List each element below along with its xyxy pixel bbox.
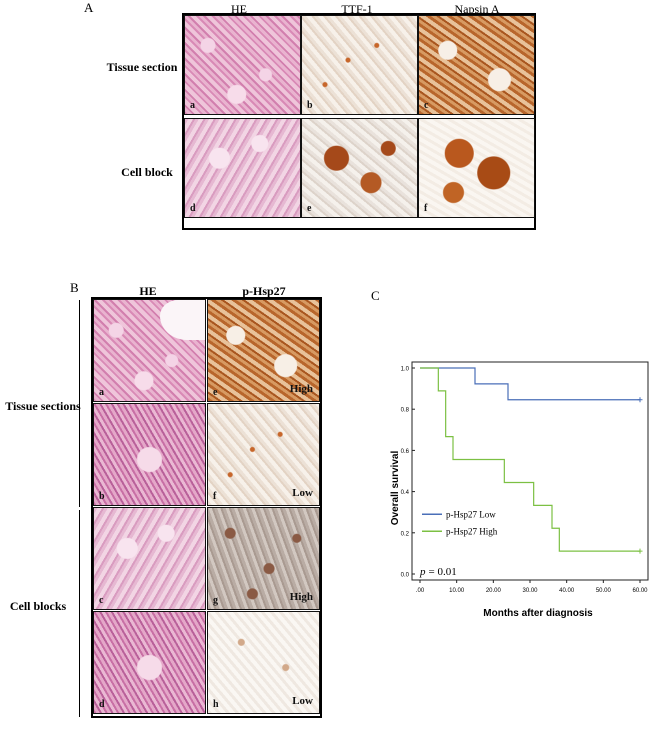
expression-level-label: Low	[292, 487, 313, 499]
panel-b-tile-b: b	[93, 403, 206, 506]
panel-b-tile-sub-label: a	[99, 387, 104, 398]
panel-a-tile-sub-label: b	[307, 100, 313, 111]
panel-a-tile-b: b	[301, 15, 418, 115]
panel-b-row-tissue-sections: Tissue sections	[5, 399, 81, 413]
km-survival-chart: Overall survival Months after diagnosis …	[390, 361, 649, 619]
panel-b-tile-h: h Low	[207, 611, 320, 714]
panel-a-row-tissue-section: Tissue section	[106, 60, 178, 74]
panel-b-bracket-tissue	[79, 300, 80, 507]
empty-airspace	[160, 300, 205, 340]
panel-b-letter: B	[70, 280, 79, 295]
panel-b-tile-a: a	[93, 299, 206, 402]
panel-b-bracket-cell	[79, 510, 80, 717]
panel-b-tile-sub-label: f	[213, 491, 217, 502]
panel-b-row-cell-blocks: Cell blocks	[9, 599, 67, 613]
panel-b-col-phsp27: p-Hsp27	[242, 284, 286, 298]
panel-b-image-grid	[91, 297, 322, 718]
panel-b-tile-c: c	[93, 507, 206, 610]
y-tick-label: 0.4	[401, 490, 410, 496]
panel-b-tile-sub-label: g	[213, 595, 218, 606]
km-curve-0	[420, 367, 640, 401]
p-value-text: = 0.01	[429, 566, 457, 578]
km-curve-1	[420, 367, 640, 552]
panel-a-image-grid	[182, 13, 536, 230]
panel-a-tile-sub-label: d	[190, 203, 196, 214]
panel-b-tile-e: e High	[207, 299, 320, 402]
y-axis-label: Overall survival	[390, 451, 401, 526]
legend-label-1: p-Hsp27 High	[446, 526, 498, 536]
panel-b-tile-sub-label: e	[213, 387, 218, 398]
x-axis-label: Months after diagnosis	[483, 608, 593, 619]
x-tick-label: 50.00	[596, 588, 612, 594]
panel-b-tile-d: d	[93, 611, 206, 714]
panel-a-letter: A	[84, 0, 94, 15]
panel-a-tile-sub-label: f	[424, 203, 428, 214]
x-tick-label: 20.00	[486, 588, 502, 594]
y-tick-label: 0.8	[401, 408, 410, 414]
panel-b-tile-sub-label: h	[213, 699, 219, 710]
y-tick-label: 0.0	[401, 573, 410, 579]
x-tick-label: 60.00	[632, 588, 648, 594]
panel-c-letter: C	[371, 288, 380, 303]
y-tick-label: 0.2	[401, 531, 410, 537]
panel-a-row-cell-block: Cell block	[121, 165, 173, 179]
panel-b-tile-sub-label: c	[99, 595, 104, 606]
panel-a-tile-sub-label: a	[190, 100, 195, 111]
expression-level-label: Low	[292, 695, 313, 707]
panel-a-tile-e: e	[301, 118, 418, 218]
plot-frame	[411, 361, 649, 581]
p-value-annotation: p = 0.01	[419, 566, 457, 578]
panel-a-col-he: HE	[231, 2, 247, 16]
legend-label-0: p-Hsp27 Low	[446, 509, 496, 519]
y-tick-label: 0.6	[401, 449, 410, 455]
panel-b-col-he: HE	[139, 284, 157, 298]
panel-a-tile-d: d	[184, 118, 301, 218]
p-value-symbol: p	[419, 566, 426, 578]
x-tick-label: 10.00	[449, 588, 465, 594]
panel-a-col-napsin: Napsin A	[454, 2, 500, 16]
y-tick-label: 1.0	[401, 367, 410, 373]
x-tick-label: 40.00	[559, 588, 575, 594]
x-tick-label: .00	[416, 588, 425, 594]
panel-b-tile-sub-label: d	[99, 699, 105, 710]
panel-b-tile-g: g High	[207, 507, 320, 610]
panel-b-tile-f: f Low	[207, 403, 320, 506]
panel-b-tile-sub-label: b	[99, 491, 105, 502]
x-tick-label: 30.00	[522, 588, 538, 594]
expression-level-label: High	[289, 591, 313, 603]
panel-a-tile-c: c	[418, 15, 535, 115]
panel-a-tile-a: a	[184, 15, 301, 115]
expression-level-label: High	[289, 383, 313, 395]
panel-a-col-ttf1: TTF-1	[341, 2, 373, 16]
panel-a-tile-sub-label: c	[424, 100, 429, 111]
panel-a-tile-sub-label: e	[307, 203, 312, 214]
panel-a-tile-f: f	[418, 118, 535, 218]
